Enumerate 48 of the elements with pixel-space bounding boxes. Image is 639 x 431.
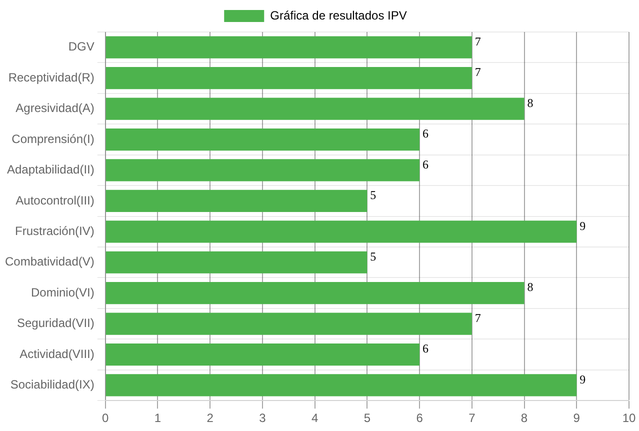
y-tick-label: Dominio(VI)	[31, 285, 94, 300]
data-label: 6	[422, 342, 429, 356]
data-label: 6	[422, 126, 429, 141]
data-label: 6	[422, 157, 429, 172]
x-tick-label: 2	[206, 411, 214, 426]
y-tick-label: Seguridad(VII)	[16, 316, 94, 330]
y-tick-label: Comprensión(I)	[12, 132, 94, 146]
x-tick-label: 3	[259, 411, 266, 426]
data-label: 8	[527, 280, 534, 294]
y-tick-label: Adaptabilidad(II)	[6, 162, 94, 177]
x-tick-label: 6	[416, 411, 424, 426]
x-tick-label: 10	[622, 411, 636, 426]
bar	[106, 67, 472, 90]
data-label: 7	[474, 310, 481, 325]
bar	[106, 190, 368, 212]
data-label: 9	[580, 372, 586, 386]
bar	[106, 128, 420, 151]
data-label: 8	[527, 96, 534, 110]
y-tick-label: Receptividad(R)	[8, 70, 94, 84]
x-tick-label: 9	[573, 411, 580, 426]
x-tick-label: 4	[311, 411, 318, 426]
y-tick-label: Agresividad(A)	[16, 101, 94, 116]
bar	[106, 98, 524, 120]
x-tick-label: 8	[520, 411, 528, 426]
bar	[106, 374, 577, 396]
y-tick-label: Combatividad(V)	[4, 254, 94, 269]
data-label: 5	[370, 249, 376, 264]
bar	[106, 220, 577, 243]
x-tick-label: 7	[468, 411, 476, 426]
bar	[106, 343, 420, 366]
bar	[106, 282, 524, 304]
x-tick-label: 0	[102, 411, 110, 426]
bar	[106, 251, 368, 274]
x-tick-label: 1	[154, 411, 162, 426]
y-tick-label: Actividad(VIII)	[20, 346, 94, 361]
legend-label: Gráfica de resultados IPV	[270, 8, 407, 22]
y-tick-label: Sociabilidad(IX)	[10, 378, 94, 392]
bar	[106, 36, 472, 58]
y-tick-label: Frustración(IV)	[15, 224, 94, 238]
bar	[106, 159, 420, 182]
data-label: 5	[370, 188, 376, 202]
data-label: 9	[580, 218, 586, 233]
x-tick-label: 5	[364, 411, 371, 426]
data-label: 7	[474, 65, 481, 80]
bar	[106, 312, 472, 335]
data-label: 7	[474, 34, 481, 48]
y-tick-label: DGV	[68, 40, 94, 54]
y-tick-label: Autocontrol(III)	[16, 193, 94, 208]
